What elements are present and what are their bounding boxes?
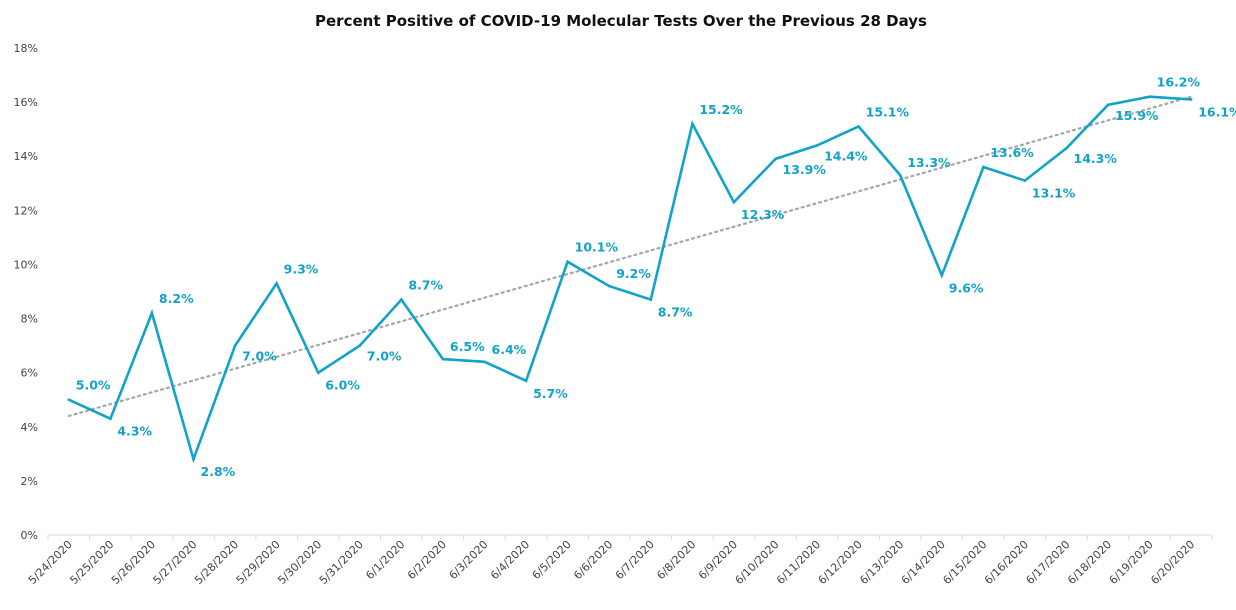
x-tick-label: 6/4/2020 [488, 538, 532, 582]
data-label: 14.4% [824, 148, 868, 163]
data-label: 15.1% [866, 104, 910, 119]
x-tick-label: 6/14/2020 [899, 538, 948, 587]
x-tick-label: 5/28/2020 [192, 538, 241, 587]
x-tick-label: 6/1/2020 [363, 538, 407, 582]
data-label: 8.7% [658, 305, 693, 320]
x-tick-label: 5/25/2020 [67, 538, 116, 587]
trendline [67, 95, 1193, 418]
data-label: 13.6% [990, 145, 1034, 160]
data-point [607, 284, 611, 288]
data-label: 16.1% [1198, 104, 1236, 119]
data-point [400, 298, 403, 301]
data-label: 7.0% [242, 349, 277, 364]
y-tick-label: 14% [14, 150, 38, 163]
data-point [982, 165, 985, 169]
y-tick-label: 18% [14, 42, 38, 55]
y-tick-label: 0% [21, 529, 38, 542]
data-label: 15.9% [1115, 108, 1159, 123]
x-tick-label: 6/15/2020 [940, 538, 989, 587]
x-tick-label: 6/12/2020 [816, 538, 865, 587]
data-label: 9.6% [949, 280, 984, 295]
data-point [1023, 179, 1027, 182]
x-tick-label: 6/10/2020 [733, 538, 782, 587]
x-tick-label: 6/11/2020 [774, 538, 823, 587]
data-label: 12.3% [741, 207, 785, 222]
x-tick-label: 6/20/2020 [1148, 538, 1197, 587]
chart-title: Percent Positive of COVID-19 Molecular T… [315, 12, 927, 30]
data-label: 5.0% [76, 378, 111, 393]
y-tick-label: 2% [21, 475, 38, 488]
x-tick-label: 5/30/2020 [275, 538, 324, 587]
x-tick-label: 6/2/2020 [405, 538, 449, 582]
data-point [441, 357, 445, 361]
data-label: 9.3% [284, 261, 319, 276]
y-tick-label: 6% [21, 367, 38, 380]
x-tick-label: 5/27/2020 [151, 538, 200, 587]
data-point [1189, 98, 1193, 101]
data-point [1106, 103, 1110, 107]
data-point [316, 371, 320, 374]
data-point [774, 157, 777, 161]
data-point [192, 457, 195, 461]
x-tick-label: 6/19/2020 [1107, 538, 1156, 587]
data-point [109, 417, 112, 420]
data-point [1065, 146, 1068, 150]
data-point [566, 260, 569, 264]
x-tick-label: 5/24/2020 [26, 538, 75, 587]
data-point [815, 144, 819, 147]
data-label: 13.1% [1032, 186, 1076, 201]
y-tick-label: 4% [21, 421, 38, 434]
data-point [649, 298, 653, 301]
data-label: 13.3% [907, 155, 951, 170]
y-tick-label: 16% [14, 96, 38, 109]
data-label: 6.0% [325, 378, 360, 393]
data-point [857, 125, 860, 128]
x-tick-label: 6/16/2020 [982, 538, 1031, 587]
x-tick-label: 5/26/2020 [109, 538, 158, 587]
x-tick-label: 6/5/2020 [530, 538, 574, 582]
data-point [67, 398, 71, 402]
x-tick-label: 6/8/2020 [654, 538, 698, 582]
x-tick-label: 6/17/2020 [1024, 538, 1073, 587]
data-label: 7.0% [367, 349, 402, 364]
x-tick-label: 5/29/2020 [234, 538, 283, 587]
data-point [275, 282, 278, 285]
series-line [68, 95, 1192, 464]
data-label: 9.2% [616, 266, 651, 281]
x-tick-label: 6/6/2020 [571, 538, 615, 582]
data-label: 4.3% [117, 424, 152, 439]
data-label: 15.2% [699, 102, 743, 117]
x-tick-label: 5/31/2020 [317, 538, 366, 587]
data-label: 14.3% [1074, 151, 1118, 166]
data-label: 8.2% [159, 291, 194, 306]
x-tick-label: 6/7/2020 [613, 538, 657, 582]
x-tick-label: 6/18/2020 [1065, 538, 1114, 587]
y-tick-label: 12% [14, 204, 38, 217]
data-label: 8.7% [408, 278, 443, 293]
data-label: 10.1% [575, 240, 619, 255]
data-label: 5.7% [533, 386, 568, 401]
data-point [691, 122, 694, 126]
data-label: 13.9% [783, 162, 827, 177]
y-tick-label: 10% [14, 258, 38, 271]
data-point [358, 344, 362, 347]
data-point [940, 273, 944, 277]
data-point [898, 173, 902, 177]
data-point [233, 344, 237, 347]
data-point [524, 379, 528, 383]
x-tick-label: 6/9/2020 [696, 538, 740, 582]
y-tick-label: 8% [21, 313, 38, 326]
data-point [483, 360, 486, 364]
data-label: 6.5% [450, 339, 485, 354]
data-point [150, 311, 154, 315]
data-label: 2.8% [201, 464, 236, 479]
data-point [732, 200, 736, 204]
data-point [1148, 95, 1151, 98]
data-label: 16.2% [1157, 75, 1201, 90]
x-tick-label: 6/3/2020 [446, 538, 490, 582]
data-label: 6.4% [492, 342, 527, 357]
x-tick-label: 6/13/2020 [857, 538, 906, 587]
